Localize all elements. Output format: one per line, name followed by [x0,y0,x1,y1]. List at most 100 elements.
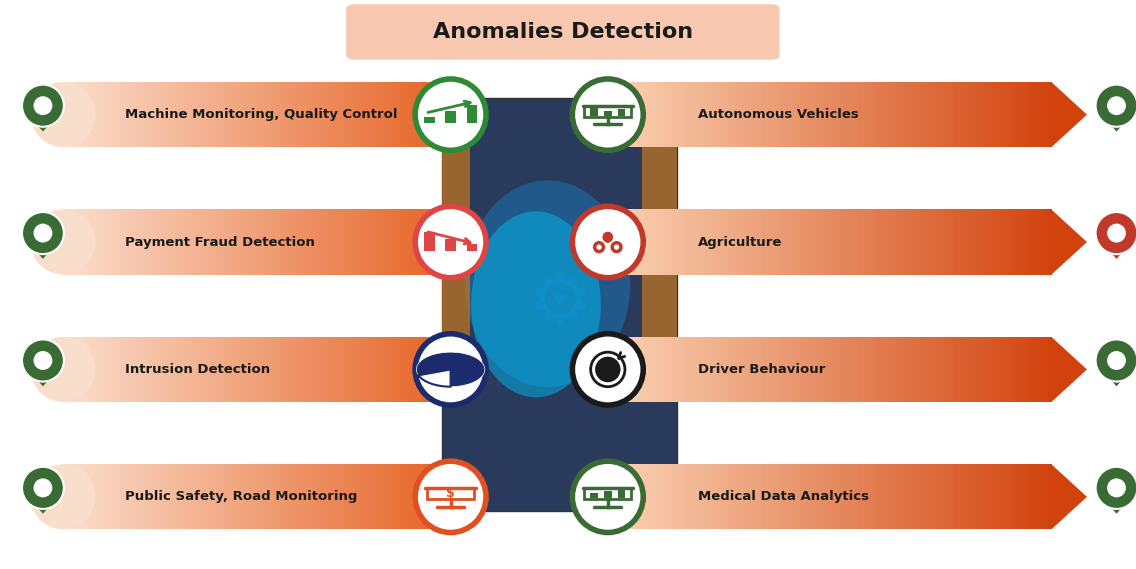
Bar [930,337,936,402]
Polygon shape [445,337,481,402]
Bar [1026,209,1030,275]
Bar [120,464,125,529]
Bar [912,209,918,275]
Bar [384,337,389,402]
Bar [938,209,943,275]
Ellipse shape [1095,340,1136,382]
Bar [257,337,261,402]
Bar [1001,337,1005,402]
Bar [741,464,746,529]
Bar [712,209,717,275]
Bar [730,337,735,402]
Polygon shape [25,112,60,131]
Bar [336,209,341,275]
Bar [620,337,626,402]
Bar [658,464,662,529]
Bar [613,464,618,529]
Bar [267,82,272,147]
Bar [635,209,640,275]
Polygon shape [445,209,481,275]
Bar [362,82,367,147]
Bar [289,337,293,402]
Bar [69,209,74,275]
Bar [152,337,157,402]
Bar [304,464,309,529]
Bar [584,488,632,499]
Bar [410,82,415,147]
Bar [810,337,816,402]
Bar [815,209,819,275]
Bar [833,82,837,147]
Bar [130,209,134,275]
Bar [239,209,242,275]
Bar [311,82,316,147]
Bar [384,82,389,147]
Bar [375,209,379,275]
Bar [767,464,771,529]
Bar [429,464,433,529]
Bar [1001,209,1005,275]
Bar [414,82,417,147]
Bar [1033,82,1038,147]
Bar [658,209,662,275]
Bar [359,82,364,147]
Bar [273,82,277,147]
Bar [235,464,240,529]
Bar [763,464,768,529]
Bar [1011,82,1016,147]
Bar [216,337,220,402]
Bar [935,337,939,402]
Bar [140,337,144,402]
Bar [73,337,77,402]
Bar [658,82,662,147]
Bar [161,209,166,275]
Bar [924,82,928,147]
Bar [241,82,245,147]
Bar [356,337,360,402]
Ellipse shape [582,209,645,275]
Bar [1004,464,1009,529]
Bar [1011,209,1016,275]
Bar [1019,82,1024,147]
Bar [191,337,194,402]
Bar [646,337,651,402]
Bar [1022,209,1027,275]
Bar [722,209,728,275]
Bar [953,337,958,402]
Bar [223,337,226,402]
Bar [105,337,109,402]
Bar [177,209,182,275]
Bar [1037,464,1042,529]
Bar [212,337,217,402]
Bar [136,82,141,147]
Bar [767,82,771,147]
Bar [394,337,399,402]
Bar [920,464,925,529]
Bar [676,82,680,147]
Bar [85,209,90,275]
Bar [975,464,979,529]
Bar [334,82,337,147]
Bar [803,464,808,529]
Bar [391,82,395,147]
Bar [843,337,849,402]
Bar [752,464,757,529]
Bar [193,82,198,147]
Bar [378,82,383,147]
Bar [394,464,399,529]
Bar [212,209,217,275]
Bar [719,209,724,275]
Bar [668,209,673,275]
Bar [807,209,811,275]
Bar [130,337,134,402]
Bar [248,337,252,402]
Bar [618,109,625,116]
Bar [403,337,408,402]
Bar [876,337,880,402]
Bar [894,82,900,147]
Bar [869,337,874,402]
Bar [111,209,115,275]
Bar [66,209,70,275]
Bar [299,464,303,529]
Bar [836,209,841,275]
